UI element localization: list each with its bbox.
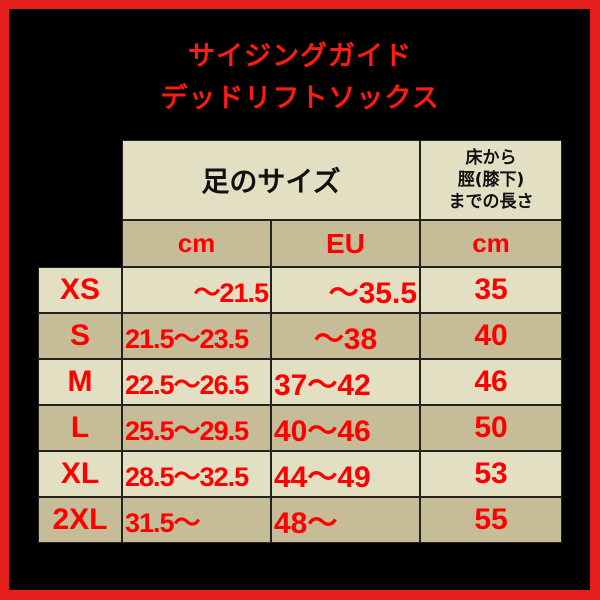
title-line-2: デッドリフトソックス xyxy=(160,83,440,114)
foot-size-cm-text: 21.5～23.5 xyxy=(125,323,249,354)
size-label: L xyxy=(38,405,122,451)
foot-size-cm-text: 22.5～26.5 xyxy=(125,369,249,400)
foot-size-cm: 28.5～32.5 xyxy=(122,451,271,497)
header-foot-size: 足のサイズ xyxy=(122,140,420,220)
foot-size-cm-text: 25.5～29.5 xyxy=(125,415,249,446)
foot-size-cm-text: ～21.5 xyxy=(193,277,269,308)
leg-length-cm-text: 35 xyxy=(474,273,508,306)
foot-size-eu-text: 44～49 xyxy=(274,461,371,494)
foot-size-cm-text: 28.5～32.5 xyxy=(125,461,249,492)
size-label: XL xyxy=(38,451,122,497)
title-line-1: サイジングガイド xyxy=(188,41,412,72)
foot-size-eu-text: 48～ xyxy=(274,507,338,540)
foot-size-eu-text: 40～46 xyxy=(274,415,371,448)
size-label-text: S xyxy=(69,319,90,352)
foot-size-eu-text: 37～42 xyxy=(274,369,371,402)
size-label: M xyxy=(38,359,122,405)
size-label-text: L xyxy=(70,411,90,444)
foot-size-eu: ～38 xyxy=(271,313,420,359)
size-label: XS xyxy=(38,267,122,313)
leg-length-cm-text: 50 xyxy=(474,411,508,444)
leg-length-cm: 35 xyxy=(420,267,562,313)
unit-foot-eu: EU xyxy=(271,220,420,267)
size-label-text: XL xyxy=(60,457,100,490)
leg-length-cm: 50 xyxy=(420,405,562,451)
leg-length-cm: 40 xyxy=(420,313,562,359)
leg-length-cm-text: 46 xyxy=(474,365,508,398)
foot-size-cm: 25.5～29.5 xyxy=(122,405,271,451)
size-label-text: M xyxy=(67,365,93,398)
foot-size-eu: 44～49 xyxy=(271,451,420,497)
foot-size-eu: ～35.5 xyxy=(271,267,420,313)
size-label: 2XL xyxy=(38,497,122,543)
unit-foot-cm: cm xyxy=(122,220,271,267)
leg-length-cm: 53 xyxy=(420,451,562,497)
foot-size-eu: 37～42 xyxy=(271,359,420,405)
unit-length-cm: cm xyxy=(420,220,562,267)
foot-size-cm: 31.5～ xyxy=(122,497,271,543)
foot-size-eu: 40～46 xyxy=(271,405,420,451)
leg-length-cm-text: 53 xyxy=(474,457,508,490)
header-leg-length-line: までの長さ xyxy=(448,192,534,212)
foot-size-cm: ～21.5 xyxy=(122,267,271,313)
foot-size-cm: 22.5～26.5 xyxy=(122,359,271,405)
header-leg-length-line: 床から xyxy=(465,148,517,168)
header-leg-length: 床から 脛(膝下) までの長さ xyxy=(420,140,562,220)
foot-size-eu-text: ～35.5 xyxy=(328,277,417,310)
size-label: S xyxy=(38,313,122,359)
size-label-text: 2XL xyxy=(52,503,108,536)
foot-size-cm-text: 31.5～ xyxy=(125,507,201,538)
header-leg-length-line: 脛(膝下) xyxy=(457,170,525,190)
foot-size-cm: 21.5～23.5 xyxy=(122,313,271,359)
leg-length-cm-text: 55 xyxy=(474,503,508,536)
leg-length-cm: 46 xyxy=(420,359,562,405)
foot-size-eu-text: ～38 xyxy=(313,323,378,356)
foot-size-eu: 48～ xyxy=(271,497,420,543)
leg-length-cm: 55 xyxy=(420,497,562,543)
size-label-text: XS xyxy=(59,273,101,306)
leg-length-cm-text: 40 xyxy=(474,319,508,352)
